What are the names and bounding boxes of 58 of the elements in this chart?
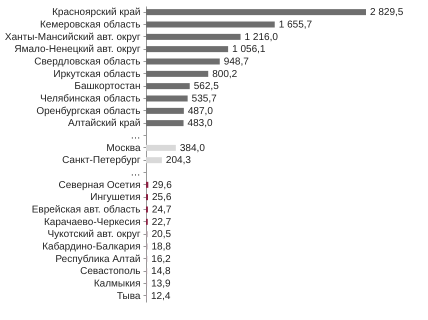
y-tick-label: … <box>130 130 140 142</box>
data-label: 22,7 <box>152 216 172 228</box>
data-label: 1 056,1 <box>232 44 266 56</box>
data-label: 204,3 <box>166 155 192 166</box>
y-tick-label: Челябинская область <box>40 94 140 104</box>
y-tick-label: Башкортостан <box>74 81 140 92</box>
data-label: 16,2 <box>151 254 172 265</box>
y-tick-label: Алтайский край <box>68 118 140 130</box>
bar <box>146 144 176 151</box>
data-label: 1 216,0 <box>244 32 278 43</box>
data-label: 13,9 <box>151 278 171 290</box>
y-tick-label: Санкт-Петербург <box>62 155 141 166</box>
bar <box>146 96 188 102</box>
bar <box>146 9 366 16</box>
y-tick-label: Республика Алтай <box>55 254 140 265</box>
data-label: 535,7 <box>192 94 218 104</box>
data-label: 12,4 <box>150 290 171 302</box>
data-label: 29,6 <box>152 180 172 191</box>
bar <box>146 83 190 90</box>
y-tick-label: Еврейская авт. область <box>32 204 140 216</box>
y-tick-label: Ханты-Мансийский авт. округ <box>4 32 141 43</box>
data-label: 18,8 <box>151 242 172 252</box>
data-label: 483,0 <box>188 118 214 130</box>
data-label: 20,5 <box>152 229 172 240</box>
y-tick-label: … <box>130 168 140 178</box>
data-label: 800,2 <box>212 68 238 80</box>
y-tick-label: Севастополь <box>80 266 140 278</box>
data-label: 2 829,5 <box>370 7 404 18</box>
data-label: 948,7 <box>224 56 250 68</box>
y-tick-label: Тыва <box>116 290 141 302</box>
y-tick-label: Кемеровская область <box>40 20 140 30</box>
y-tick-label: Ямало-Ненецкий авт. округ <box>14 44 141 56</box>
bar <box>146 108 184 114</box>
data-label: 25,6 <box>152 192 172 204</box>
y-tick-label: Красноярский край <box>52 7 140 18</box>
data-label: 1 655,7 <box>278 20 313 30</box>
y-tick-label: Калмыкия <box>94 278 140 290</box>
y-tick-label: Свердловская область <box>34 56 140 68</box>
bar <box>146 157 162 164</box>
y-tick-label: Иркутская область <box>53 68 140 80</box>
bar <box>146 22 275 28</box>
bar <box>146 46 228 52</box>
y-tick-label: Москва <box>106 142 141 154</box>
y-tick-label: Карачаево-Черкесия <box>44 216 140 228</box>
data-label: 24,7 <box>152 204 172 216</box>
bar <box>146 58 220 64</box>
data-label: 14,8 <box>151 266 172 278</box>
data-label: 562,5 <box>194 81 220 92</box>
bar <box>146 34 241 40</box>
data-label: 487,0 <box>188 106 214 117</box>
y-tick-label: Оренбургская область <box>36 106 140 117</box>
data-label: 384,0 <box>180 142 206 154</box>
y-tick-label: Ингушетия <box>90 192 140 204</box>
y-tick-label: Чукотский авт. округ <box>47 229 141 240</box>
bar <box>146 120 184 126</box>
bar <box>146 70 208 77</box>
y-tick-label: Кабардино-Балкария <box>42 242 140 252</box>
y-tick-label: Северная Осетия <box>58 180 140 191</box>
